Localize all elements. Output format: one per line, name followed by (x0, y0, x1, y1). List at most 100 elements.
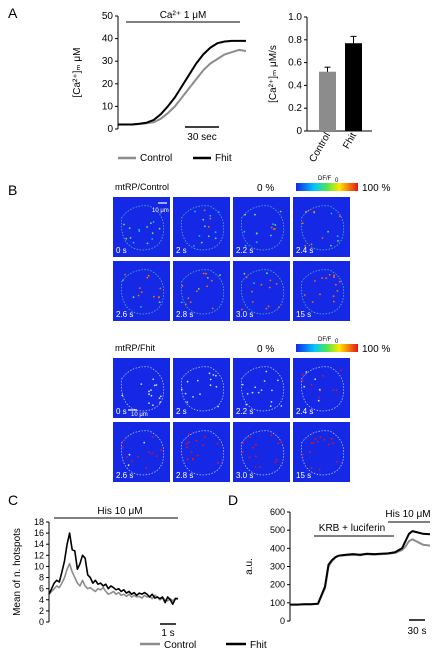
annotation-text-krb: KRB + luciferin (319, 523, 385, 534)
hotspot-dot (251, 290, 253, 293)
hotspot-dot (196, 379, 199, 382)
hotspot-dot (186, 380, 189, 383)
cell-outline (181, 205, 225, 251)
hotspot-dot (335, 283, 337, 286)
hotspot-dot (148, 393, 150, 396)
hotspot-dot (128, 227, 131, 230)
hotspot-dot (121, 394, 124, 397)
y-tick-label: 50 (102, 11, 114, 22)
hotspot-dot (121, 279, 124, 282)
time-label: 2.4 s (296, 246, 313, 255)
hotspot-dot (271, 389, 273, 392)
colorbar-sub-fhit: 0 (335, 339, 339, 345)
hotspot-dot (321, 277, 323, 279)
hotspot-dot (151, 238, 154, 240)
y-tick-label: 0.4 (288, 80, 302, 91)
hotspot-dot (217, 405, 220, 408)
hotspot-dot (152, 221, 155, 223)
hotspot-dot (203, 209, 206, 212)
hotspot-dot (254, 466, 257, 468)
time-label: 15 s (296, 310, 311, 319)
chart-a-calcium-trace: 0 10 20 30 40 50 [Ca²⁺]ₘ μM Ca²⁺ 1 μM 30 sec (72, 10, 247, 143)
cell-outline (301, 205, 345, 251)
hotspot-dot (328, 443, 330, 446)
y-tick-label: 0 (296, 126, 302, 137)
hotspot-dot (187, 433, 190, 435)
hotspot-dot (159, 395, 162, 398)
hotspot-dot (251, 301, 254, 303)
time-label: 3.0 s (236, 310, 253, 319)
time-label: 2.2 s (236, 407, 253, 416)
hotspot-dot (148, 390, 150, 393)
hotspot-dot (132, 241, 135, 244)
hotspot-dot (337, 240, 339, 242)
annotation-text-his: His 10 μM (385, 509, 430, 520)
image-tile (293, 261, 350, 321)
y-tick-label: 200 (270, 580, 285, 590)
hotspot-dot (307, 209, 310, 212)
hotspot-dot (333, 274, 335, 277)
cell-outline (121, 366, 165, 412)
hotspot-dot (202, 272, 205, 275)
hotspot-dot (321, 237, 324, 239)
hotspot-dot (208, 372, 211, 375)
hotspot-dot (265, 307, 268, 310)
hotspot-dot (152, 404, 154, 407)
hotspot-dot (255, 241, 258, 244)
hotspot-dot (314, 438, 317, 440)
cell-outline (241, 205, 285, 251)
hotspot-dot (209, 214, 212, 217)
series-line-control (290, 538, 431, 606)
hotspot-dot (316, 440, 319, 443)
hotspot-dot (330, 437, 333, 440)
hotspot-dot (192, 458, 194, 461)
hotspot-dot (270, 226, 273, 229)
colorbar-max-fhit: 100 % (362, 344, 390, 355)
hotspot-dot (301, 373, 304, 376)
panel-label-a: A (8, 5, 18, 21)
hotspot-dot (254, 213, 256, 216)
hotspot-dot (140, 291, 143, 294)
y-tick-label: 10 (34, 561, 44, 571)
hotspot-dot (305, 211, 307, 213)
mtrp-fhit-label: mtRP/Fhit (115, 343, 156, 353)
y-tick-label: 0.2 (288, 103, 302, 114)
hotspot-dot (192, 396, 194, 398)
hotspot-dot (151, 452, 153, 455)
colorbar-label-fhit: DF/F (318, 337, 332, 343)
hotspot-dot (158, 397, 161, 400)
hotspot-dot (301, 222, 304, 225)
hotspot-dot (301, 379, 304, 382)
hotspot-dot (150, 389, 152, 391)
hotspot-dot (217, 462, 220, 464)
hotspot-dot (325, 277, 328, 279)
hotspot-dot (275, 283, 278, 285)
hotspot-dot (310, 243, 313, 246)
hotspot-dot (123, 223, 125, 226)
hotspot-dot (270, 401, 273, 403)
hotspot-dot (255, 455, 257, 458)
hotspot-dot (314, 280, 316, 282)
hotspot-dot (280, 405, 283, 407)
hotspot-dot (137, 294, 140, 297)
hotspot-dot (127, 464, 130, 467)
legend-bottom: Control Fhit (140, 640, 267, 651)
legend-bottom-control-label: Control (164, 640, 196, 651)
scale-bar-label: 10 μm (152, 208, 169, 214)
hotspot-dot (150, 222, 152, 225)
hotspot-dot (318, 468, 321, 471)
hotspot-dot (310, 442, 313, 444)
y-tick-label: 2 (39, 606, 44, 616)
category-label: Fhit (341, 131, 359, 151)
time-label: 2.8 s (176, 310, 193, 319)
hotspot-dot (158, 227, 161, 230)
cell-outline (181, 366, 225, 412)
hotspot-dot (186, 446, 188, 449)
image-tile (293, 358, 350, 418)
hotspot-dot (244, 244, 247, 247)
hotspot-dot (151, 232, 154, 235)
hotspot-dot (253, 282, 255, 284)
chart-d-luciferase: 0 100 200 300 400 500 600 a.u. KRB + luciferinHi… (244, 507, 431, 637)
hotspot-dot (190, 451, 193, 454)
